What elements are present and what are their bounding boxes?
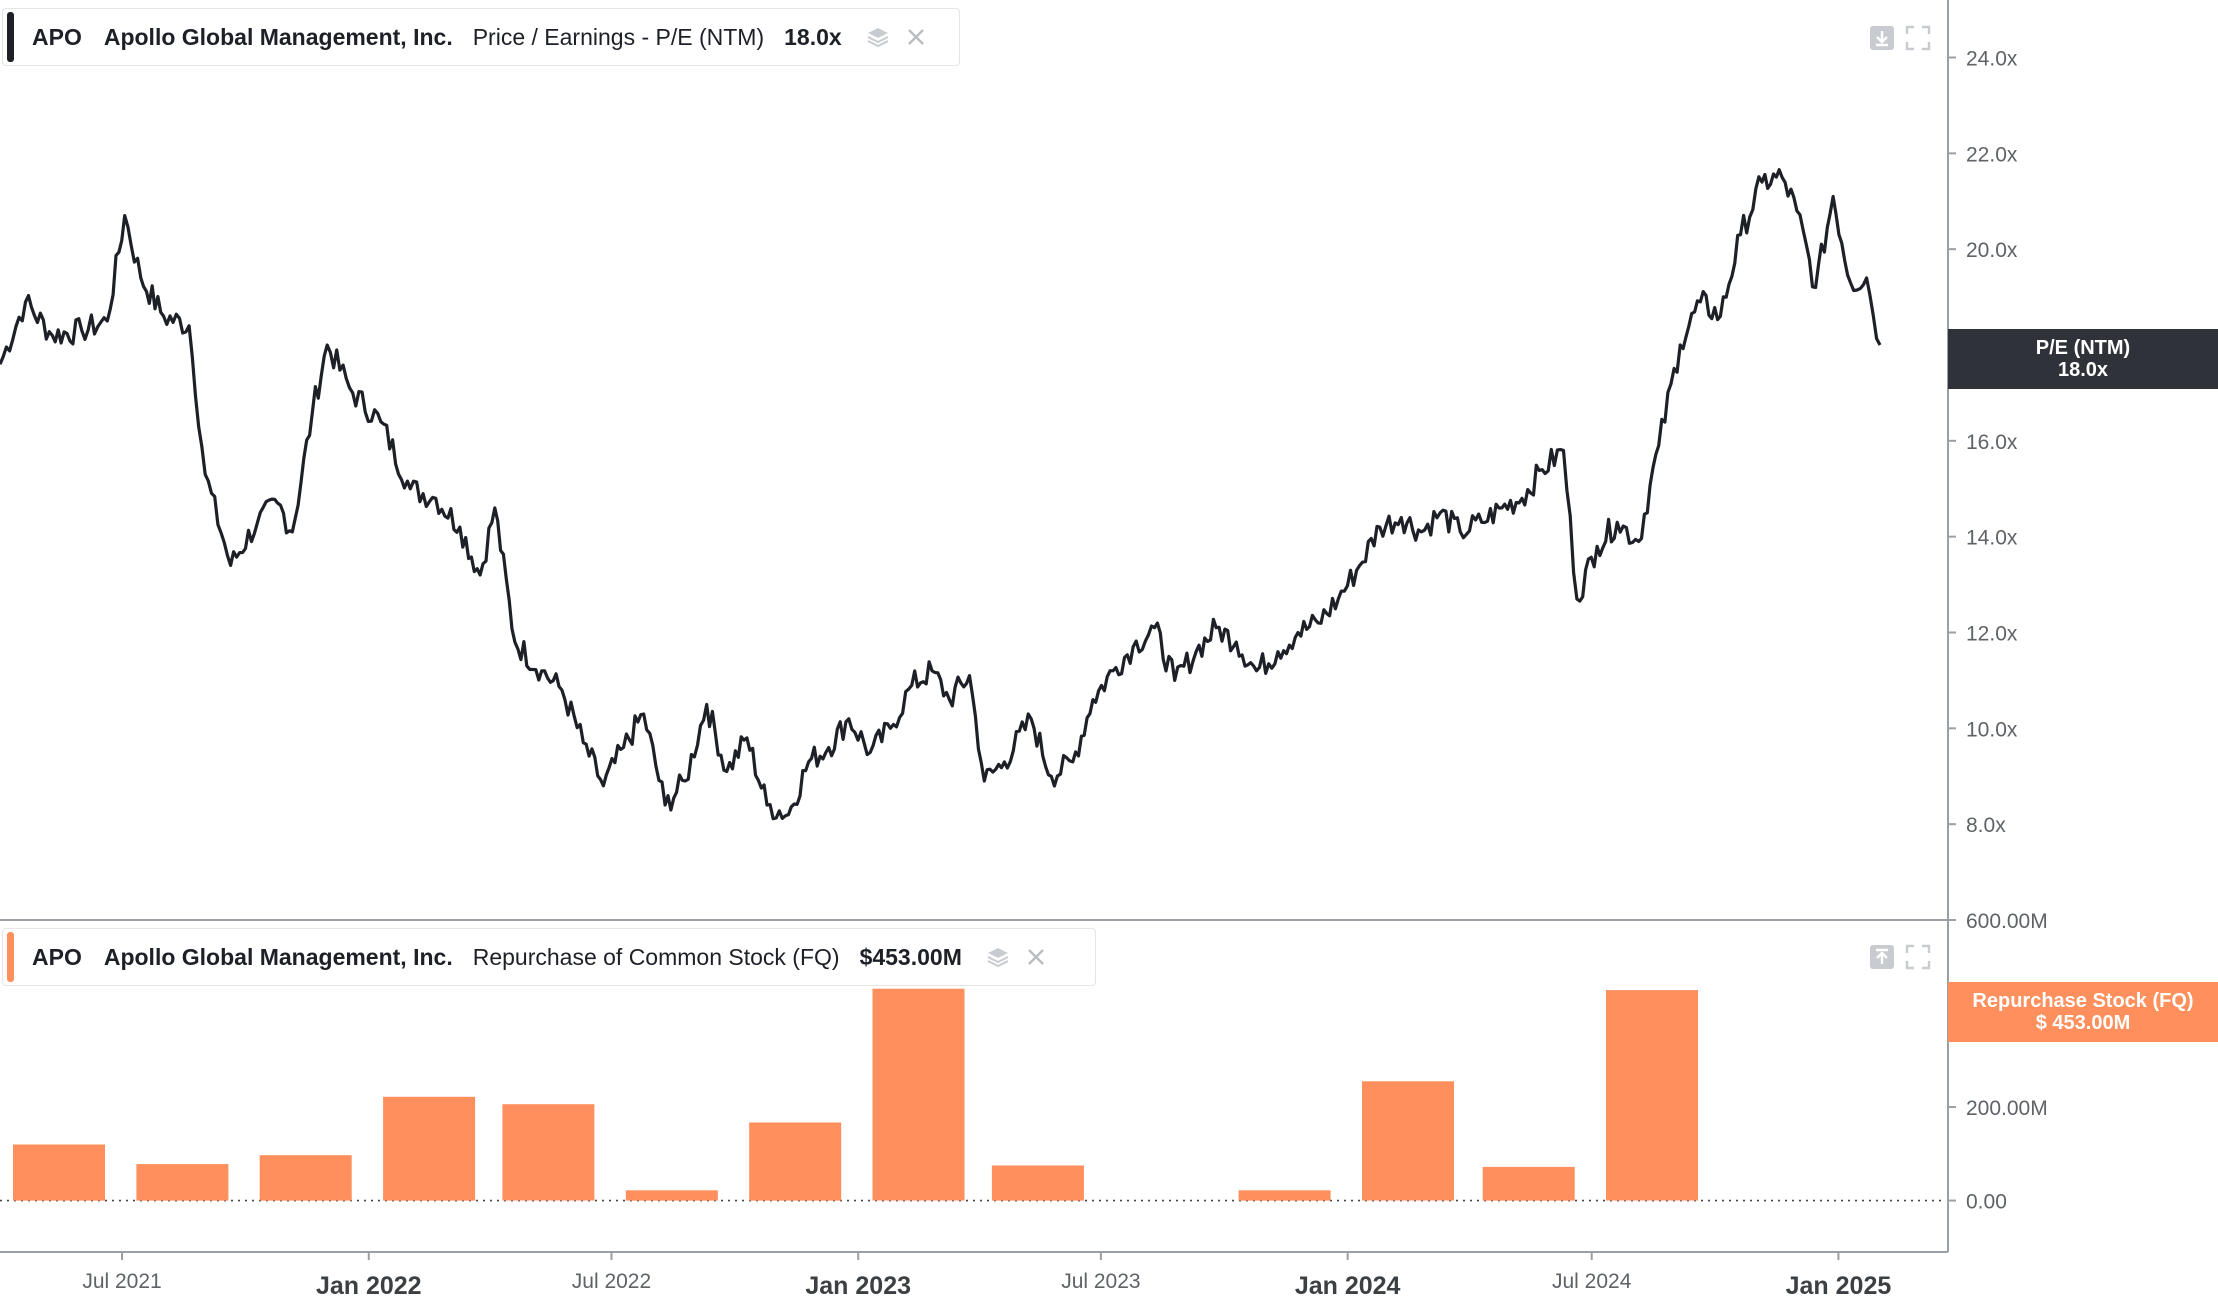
rep-legend-value: $453.00M xyxy=(859,943,962,970)
rep-y-tick-label: 200.00M xyxy=(1966,1097,2048,1120)
x-tick-label: Jul 2023 xyxy=(1061,1270,1140,1293)
pe-y-tick-label: 24.0x xyxy=(1966,48,2018,71)
pe-legend-value: 18.0x xyxy=(784,23,842,50)
close-icon[interactable] xyxy=(906,27,926,47)
rep-y-tick-label: 0.00 xyxy=(1966,1191,2007,1214)
x-tick-label: Jan 2025 xyxy=(1786,1272,1892,1300)
rep-y-tick-label: 600.00M xyxy=(1966,910,2048,933)
rep-legend-color-bar xyxy=(7,932,14,982)
rep-bar xyxy=(136,1164,229,1201)
rep-tag-value: $ 453.00M xyxy=(2035,1012,2131,1034)
rep-legend-company: Apollo Global Management, Inc. xyxy=(103,943,453,970)
rep-bar xyxy=(1606,990,1698,1201)
pe-legend-ticker: APO xyxy=(32,23,82,50)
x-tick-label: Jul 2021 xyxy=(82,1270,161,1293)
x-tick-label: Jul 2022 xyxy=(572,1270,651,1293)
rep-legend-ticker: APO xyxy=(32,943,82,970)
upload-icon[interactable] xyxy=(1868,943,1896,971)
x-tick-label: Jan 2024 xyxy=(1295,1272,1401,1300)
x-tick-label: Jul 2024 xyxy=(1552,1270,1632,1293)
rep-bar xyxy=(13,1144,105,1201)
expand-icon[interactable] xyxy=(1904,24,1932,52)
layers-icon[interactable] xyxy=(986,945,1010,969)
expand-icon[interactable] xyxy=(1904,943,1932,971)
rep-bar xyxy=(1238,1190,1331,1201)
pe-tag-value: 18.0x xyxy=(2057,359,2109,381)
x-tick-label: Jan 2022 xyxy=(316,1272,422,1300)
pe-value-tag: P/E (NTM) 18.0x xyxy=(1948,329,2218,389)
pe-y-tick-label: 12.0x xyxy=(1966,623,2018,646)
pe-legend-company: Apollo Global Management, Inc. xyxy=(103,23,453,50)
download-icon[interactable] xyxy=(1868,24,1896,52)
rep-bar xyxy=(625,1190,718,1201)
pe-legend: APO Apollo Global Management, Inc. Price… xyxy=(2,8,960,66)
rep-bar xyxy=(1362,1081,1454,1201)
rep-bar xyxy=(383,1096,476,1201)
x-tick-label: Jan 2023 xyxy=(805,1272,911,1300)
rep-bar xyxy=(502,1104,595,1201)
pe-y-tick-label: 14.0x xyxy=(1966,527,2018,550)
pe-series-line xyxy=(0,168,1882,821)
pe-y-tick-label: 22.0x xyxy=(1966,143,2018,166)
rep-bar xyxy=(749,1122,842,1201)
rep-tag-label: Repurchase Stock (FQ) xyxy=(1972,990,2194,1012)
rep-value-tag: Repurchase Stock (FQ) $ 453.00M xyxy=(1948,982,2218,1042)
pe-y-tick-label: 20.0x xyxy=(1966,239,2018,262)
pe-legend-metric: Price / Earnings - P/E (NTM) xyxy=(472,23,765,50)
rep-legend: APO Apollo Global Management, Inc. Repur… xyxy=(2,928,1096,986)
pe-y-tick-label: 8.0x xyxy=(1966,814,2006,837)
pe-legend-color-bar xyxy=(7,12,14,62)
pe-tag-label: P/E (NTM) xyxy=(2035,337,2131,359)
layers-icon[interactable] xyxy=(866,25,890,49)
rep-bar xyxy=(259,1155,352,1201)
rep-bar xyxy=(872,988,965,1201)
close-icon[interactable] xyxy=(1026,947,1046,967)
rep-legend-metric: Repurchase of Common Stock (FQ) xyxy=(472,943,840,970)
pe-y-tick-label: 16.0x xyxy=(1966,431,2018,454)
pe-y-tick-label: 10.0x xyxy=(1966,718,2018,741)
rep-bar xyxy=(991,1165,1084,1201)
rep-bar xyxy=(1482,1166,1575,1201)
